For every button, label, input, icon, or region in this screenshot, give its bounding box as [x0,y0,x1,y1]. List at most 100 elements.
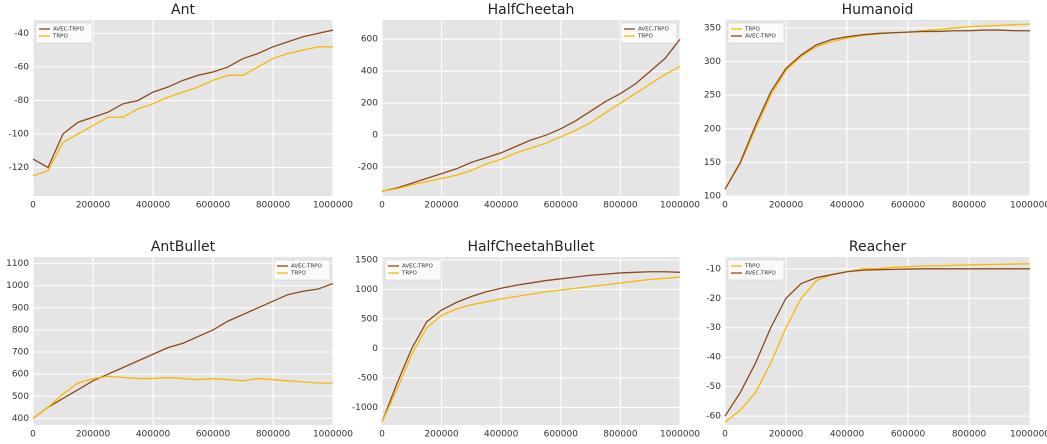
x-tick-label: 200000 [769,201,804,211]
legend-label: TRPO [744,264,760,270]
x-tick-label: 200000 [76,201,111,211]
y-tick-label: 200 [704,124,721,134]
y-tick-label: -60 [14,62,29,72]
x-tick-label: 0 [722,430,728,440]
series-line [381,276,681,423]
x-tick-label: 800000 [603,430,638,440]
y-tick-label: -50 [706,382,721,392]
x-tick-label: 600000 [891,430,926,440]
legend-label: AVEC-TRPO [638,27,669,33]
x-tick-label: 800000 [603,201,638,211]
legend-label: TRPO [52,34,68,40]
y-tick-label: 150 [704,158,721,168]
legend-label: AVEC-TRPO [745,271,776,277]
legend-label: AVEC-TRPO [53,27,84,33]
x-tick-label: 1000000 [660,201,700,211]
legend-label: AVEC-TRPO [745,34,776,40]
legend-label: TRPO [637,34,653,40]
x-tick-label: 400000 [830,430,865,440]
series-line [724,29,1030,190]
x-tick-label: 400000 [484,201,519,211]
chart-title: Reacher [849,239,906,255]
x-tick-label: 1000000 [313,430,353,440]
subplot: Humanoid 100 150 200 250 300 350 0 200000 400000 6… [704,2,1047,211]
x-tick-label: 200000 [76,430,111,440]
legend-label: TRPO [290,271,306,277]
legend-box [273,259,331,281]
plot-area [33,257,333,425]
y-tick-label: 1000 [6,281,29,291]
series-line [32,375,333,419]
legend-label: TRPO [744,27,760,33]
x-tick-label: 600000 [196,430,231,440]
y-tick-label: -1000 [352,403,378,413]
legend-box [620,22,678,44]
y-tick-label: 800 [12,325,29,335]
y-tick-label: -40 [14,29,29,39]
y-tick-label: -100 [9,129,30,139]
x-tick-label: 600000 [891,201,926,211]
x-tick-label: 1000000 [660,430,700,440]
plot-area [33,20,333,196]
series-line [724,268,1030,417]
chart-title: AntBullet [151,239,216,255]
x-tick-label: 0 [30,430,36,440]
x-tick-label: 200000 [769,430,804,440]
series-line [32,29,334,169]
y-tick-label: 0 [372,131,378,141]
y-tick-label: 1100 [6,259,29,269]
chart-title: Humanoid [842,2,914,18]
legend-box [35,22,93,44]
x-tick-label: 1000000 [313,201,353,211]
x-tick-label: 600000 [544,201,579,211]
subplot: HalfCheetah -200 0 200 400 600 0 200000 400000 60… [358,2,701,211]
subplot: AntBullet 400 500 600 700 800 900 1000 1100 0 2000… [6,239,353,440]
y-tick-label: 250 [704,91,721,101]
y-tick-label: -10 [706,264,721,274]
series-line [381,271,681,423]
x-tick-label: 800000 [952,430,987,440]
legend-label: TRPO [401,271,417,277]
y-tick-label: -80 [14,96,29,106]
chart-title: HalfCheetah [488,2,575,18]
legend-box [727,259,785,281]
y-tick-label: 500 [361,314,378,324]
series-line [381,65,681,192]
y-tick-label: 600 [12,370,29,380]
x-tick-label: 1000000 [1010,430,1047,440]
x-tick-label: 200000 [424,201,459,211]
y-tick-label: 350 [704,24,721,34]
y-tick-label: 400 [361,67,378,77]
subplot: Reacher -60 -50 -40 -30 -20 -10 0 200000 400000 60… [706,239,1047,440]
x-tick-label: 1000000 [1010,201,1047,211]
x-tick-label: 400000 [484,430,519,440]
y-tick-label: -120 [9,163,30,173]
x-tick-label: 0 [722,201,728,211]
x-tick-label: 600000 [544,430,579,440]
chart-title: HalfCheetahBullet [467,239,595,255]
y-tick-label: 700 [12,348,29,358]
legend-label: AVEC-TRPO [402,264,433,270]
y-tick-label: 200 [361,99,378,109]
y-tick-label: -30 [706,323,721,333]
x-tick-label: 400000 [830,201,865,211]
plot-area [725,20,1030,196]
y-tick-label: 100 [704,192,721,202]
x-tick-label: 400000 [136,430,171,440]
series-line [32,46,333,177]
x-tick-label: 200000 [424,430,459,440]
legend-box [384,259,442,281]
y-tick-label: 300 [704,57,721,67]
x-tick-label: 800000 [256,430,291,440]
x-tick-label: 600000 [196,201,231,211]
series-line [32,282,334,419]
y-tick-label: -500 [358,373,379,383]
series-line [724,263,1031,423]
x-tick-label: 800000 [256,201,291,211]
